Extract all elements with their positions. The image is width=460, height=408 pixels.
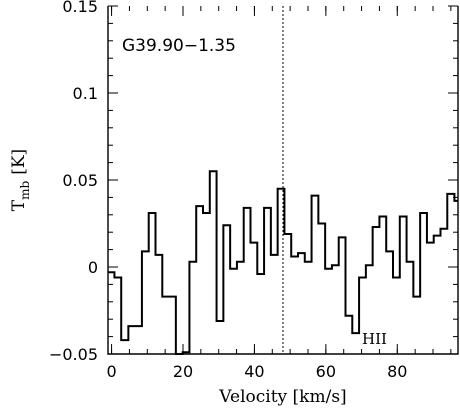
x-tick-label: 40 [244,362,264,381]
source-label: G39.90−1.35 [122,36,236,56]
x-tick-label: 0 [106,362,116,381]
spectrum-line [108,170,458,355]
plot-area [108,6,458,355]
y-tick-label: 0.05 [62,171,98,190]
x-tick-label: 60 [316,362,336,381]
x-tick-label: 20 [173,362,193,381]
y-tick-label: −0.05 [49,345,98,364]
hii-label: HII [362,330,387,348]
x-axis-label: Velocity [km/s] [218,387,346,407]
y-axis-label-sub: mb [18,180,32,199]
y-tick-label: 0 [88,258,98,277]
y-tick-label: 0.15 [62,0,98,16]
y-axis-label-main: T [9,199,29,211]
axes: −0.05 0 0.05 0.1 0.15 0 20 40 60 80 [49,0,459,381]
x-tick-label: 80 [387,362,407,381]
y-axis-label-unit: [K] [9,149,29,175]
y-tick-label: 0.1 [73,84,98,103]
y-axis-label: Tmb [K] [9,149,32,211]
